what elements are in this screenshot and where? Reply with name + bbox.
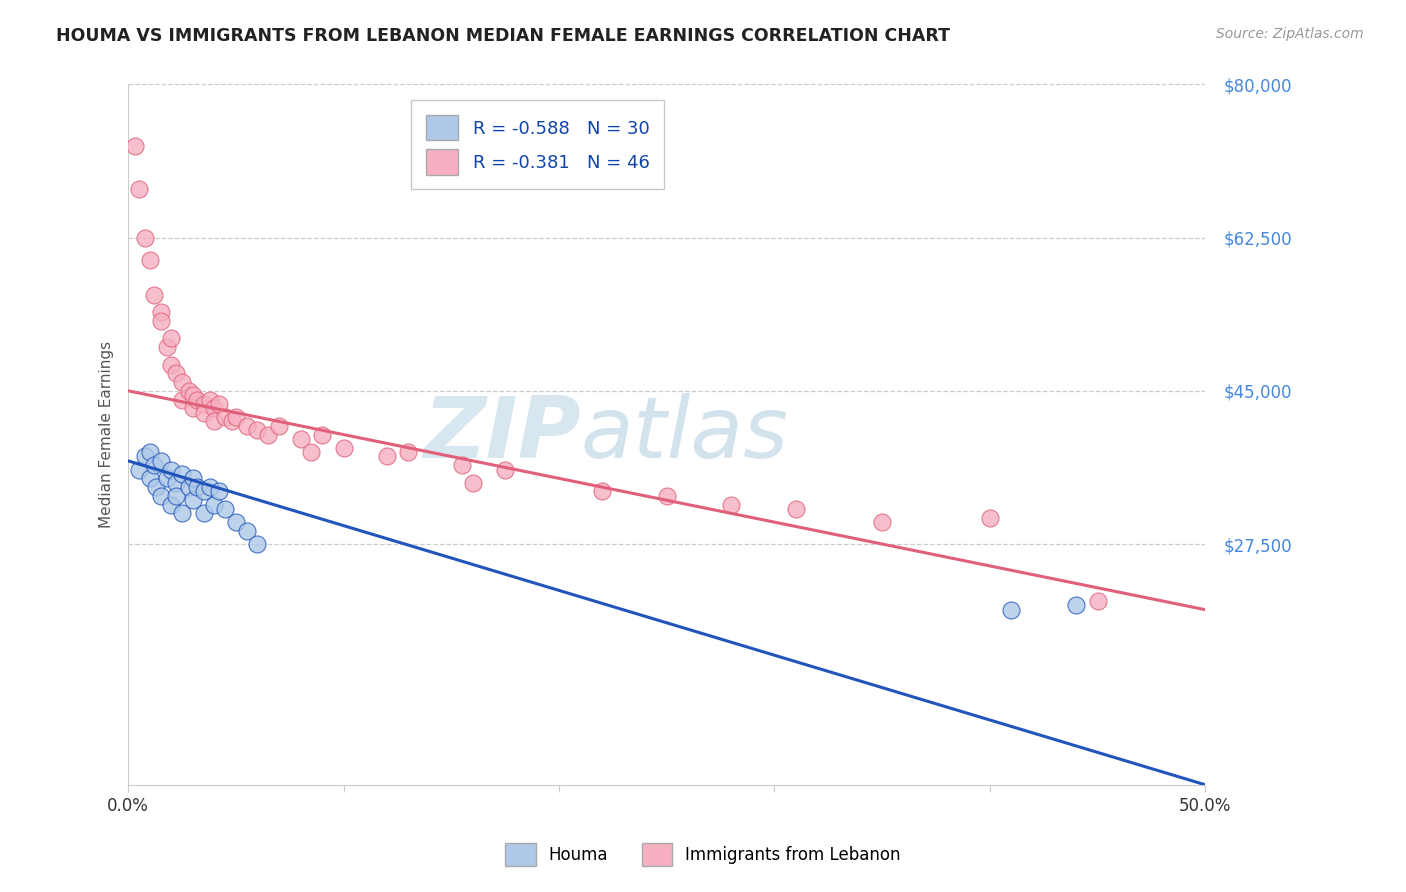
Point	[156, 340, 179, 354]
Point	[181, 471, 204, 485]
Point	[160, 462, 183, 476]
Point	[202, 414, 225, 428]
Point	[134, 230, 156, 244]
Point	[208, 484, 231, 499]
Point	[124, 138, 146, 153]
Point	[221, 414, 243, 428]
Point	[172, 375, 194, 389]
Point	[172, 467, 194, 481]
Text: atlas: atlas	[581, 393, 789, 476]
Point	[139, 471, 162, 485]
Point	[1064, 599, 1087, 613]
Point	[375, 450, 398, 464]
Point	[160, 498, 183, 512]
Point	[299, 445, 322, 459]
Point	[494, 462, 516, 476]
Point	[193, 406, 215, 420]
Point	[225, 410, 247, 425]
Point	[214, 502, 236, 516]
Point	[461, 475, 484, 490]
Point	[172, 392, 194, 407]
Point	[193, 484, 215, 499]
Point	[396, 445, 419, 459]
Point	[149, 489, 172, 503]
Point	[202, 498, 225, 512]
Point	[160, 331, 183, 345]
Point	[134, 450, 156, 464]
Point	[143, 458, 166, 473]
Point	[451, 458, 474, 473]
Point	[139, 252, 162, 267]
Point	[193, 397, 215, 411]
Point	[979, 510, 1001, 524]
Point	[257, 427, 280, 442]
Point	[246, 423, 269, 437]
Text: Source: ZipAtlas.com: Source: ZipAtlas.com	[1216, 27, 1364, 41]
Point	[225, 515, 247, 529]
Point	[143, 287, 166, 301]
Point	[165, 475, 187, 490]
Point	[235, 418, 257, 433]
Point	[267, 418, 290, 433]
Point	[177, 480, 200, 494]
Point	[332, 441, 354, 455]
Point	[1087, 594, 1109, 608]
Point	[235, 524, 257, 538]
Point	[128, 462, 150, 476]
Point	[208, 397, 231, 411]
Legend: Houma, Immigrants from Lebanon: Houma, Immigrants from Lebanon	[498, 835, 908, 875]
Point	[156, 471, 179, 485]
Legend: R = -0.588   N = 30, R = -0.381   N = 46: R = -0.588 N = 30, R = -0.381 N = 46	[411, 101, 664, 189]
Point	[149, 305, 172, 319]
Point	[246, 537, 269, 551]
Point	[186, 480, 208, 494]
Point	[1000, 602, 1022, 616]
Point	[202, 401, 225, 416]
Point	[591, 484, 613, 499]
Point	[181, 401, 204, 416]
Point	[139, 445, 162, 459]
Point	[720, 498, 742, 512]
Point	[198, 392, 221, 407]
Point	[870, 515, 893, 529]
Point	[181, 493, 204, 508]
Point	[181, 388, 204, 402]
Text: HOUMA VS IMMIGRANTS FROM LEBANON MEDIAN FEMALE EARNINGS CORRELATION CHART: HOUMA VS IMMIGRANTS FROM LEBANON MEDIAN …	[56, 27, 950, 45]
Point	[311, 427, 333, 442]
Point	[172, 507, 194, 521]
Point	[177, 384, 200, 398]
Point	[165, 489, 187, 503]
Point	[160, 358, 183, 372]
Point	[785, 502, 807, 516]
Point	[655, 489, 678, 503]
Point	[165, 367, 187, 381]
Point	[149, 454, 172, 468]
Point	[128, 182, 150, 196]
Point	[186, 392, 208, 407]
Text: ZIP: ZIP	[423, 393, 581, 476]
Point	[198, 480, 221, 494]
Point	[290, 432, 312, 446]
Y-axis label: Median Female Earnings: Median Female Earnings	[100, 341, 114, 528]
Point	[193, 507, 215, 521]
Point	[145, 480, 167, 494]
Point	[149, 314, 172, 328]
Point	[214, 410, 236, 425]
